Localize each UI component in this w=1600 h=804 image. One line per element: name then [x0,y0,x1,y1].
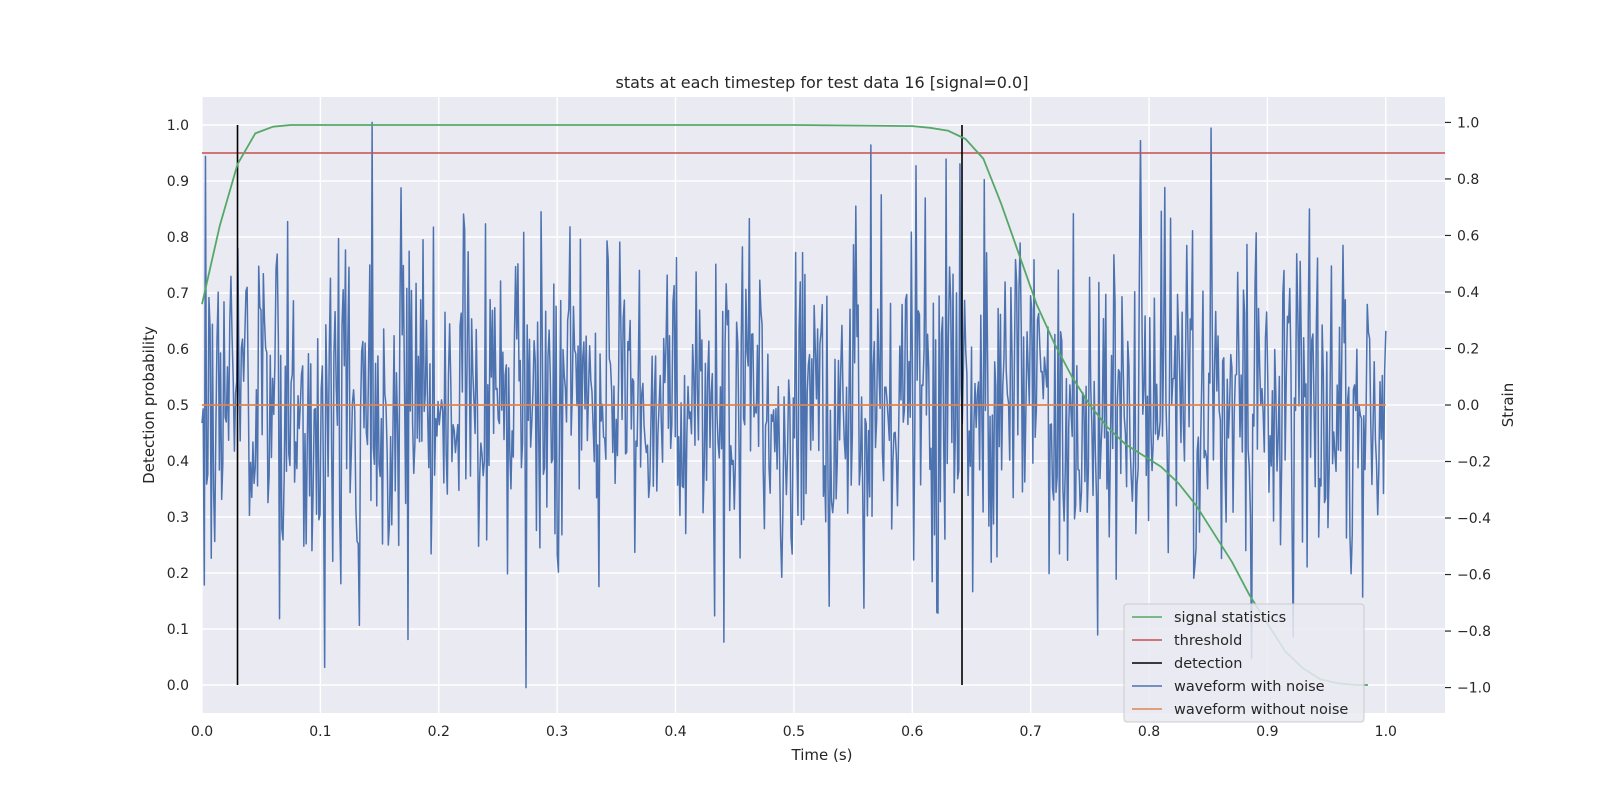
x-tick-label: 0.3 [546,724,568,740]
y-tick-label: 0.1 [167,622,189,638]
y2-tick-label: 0.8 [1457,172,1479,188]
y-tick-label: 0.2 [167,566,189,582]
y2-tick-label: 0.0 [1457,398,1479,414]
y-tick-label: 0.5 [167,398,189,414]
y-tick-label: 0.9 [167,174,189,190]
legend-label-waveform-with-noise: waveform with noise [1174,679,1325,695]
legend: signal statistics threshold detection wa… [1123,603,1365,723]
y-tick-label: 0.6 [167,342,189,358]
x-tick-label: 0.8 [1138,724,1160,740]
x-tick-label: 0.6 [901,724,923,740]
y-tick-label: 1.0 [167,118,189,134]
y2-tick-label: 0.6 [1457,228,1479,244]
tick-labels: 0.0 0.1 0.2 0.3 0.4 0.5 0.6 0.7 0.8 0.9 1.0 0.0 0.1 0… [167,115,1491,740]
y2-tick-label: −0.6 [1457,568,1491,584]
x-tick-label: 0.7 [1020,724,1042,740]
chart-title: stats at each timestep for test data 16 … [616,73,1029,92]
legend-label-detection: detection [1174,656,1242,672]
x-tick-label: 1.0 [1375,724,1397,740]
x-tick-label: 0.1 [309,724,331,740]
y-axis-label: Detection probability [140,326,158,484]
y2-tick-label: −0.8 [1457,624,1491,640]
legend-label-signal-statistics: signal statistics [1174,610,1286,626]
x-tick-label: 0.2 [428,724,450,740]
x-tick-label: 0.9 [1256,724,1278,740]
y2-tick-label: −0.2 [1457,455,1491,471]
y-tick-label: 0.4 [167,454,189,470]
legend-label-waveform-without-noise: waveform without noise [1174,702,1348,718]
legend-label-threshold: threshold [1174,633,1242,649]
y-tick-label: 0.7 [167,286,189,302]
x-axis-label: Time (s) [791,746,853,764]
legend-box [1123,603,1365,723]
y2-tick-label: −0.4 [1457,511,1491,527]
y-tick-label: 0.8 [167,230,189,246]
y-tick-label: 0.0 [167,678,189,694]
y2-tick-label: 0.4 [1457,285,1479,301]
y2-axis-label: Strain [1499,383,1517,427]
y2-tick-label: 1.0 [1457,115,1479,131]
series-waveform-with-noise [201,121,1387,689]
y2-tick-label: −1.0 [1457,681,1491,697]
x-tick-label: 0.4 [664,724,686,740]
y2-tick-label: 0.2 [1457,341,1479,357]
x-tick-label: 0.5 [783,724,805,740]
y-tick-label: 0.3 [167,510,189,526]
x-tick-label: 0.0 [191,724,213,740]
